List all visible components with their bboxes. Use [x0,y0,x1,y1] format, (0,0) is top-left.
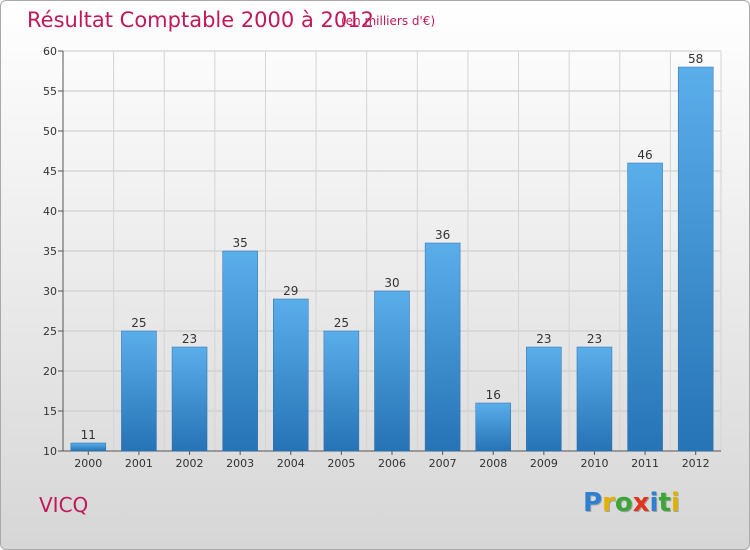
commune-name: VICQ [39,493,89,517]
y-tick-label: 50 [43,125,57,138]
x-tick-label: 2011 [631,457,659,470]
bar-2005[interactable] [323,330,360,452]
bar-2004[interactable] [273,298,309,452]
logo-letter: i [649,488,659,518]
labels: 2000 11 2001 25 2002 23 2003 35 2004 29 2005 25 2006… [74,52,709,470]
bar-2001[interactable] [121,330,157,452]
y-tick-label: 60 [43,45,57,58]
logo-letter: t [658,488,671,518]
x-tick-label: 2000 [74,457,102,470]
logo-letter: r [602,488,615,518]
bar-2008[interactable] [475,402,511,452]
x-tick-label: 2007 [429,457,457,470]
x-tick-label: 2009 [530,457,558,470]
bar-2000[interactable] [70,442,107,452]
data-label: 30 [384,276,399,290]
data-label: 29 [283,284,298,298]
y-tick-label: 10 [43,445,57,458]
logo-letter: i [670,488,680,518]
bar-2009[interactable] [526,346,562,452]
bar-2010[interactable] [576,346,613,452]
x-tick-label: 2003 [226,457,254,470]
bar-2002[interactable] [171,346,208,452]
chart-subtitle: (en milliers d'€) [341,14,436,28]
data-label: 58 [688,52,703,66]
data-label: 23 [587,332,602,346]
x-tick-label: 2010 [580,457,608,470]
proxiti-logo[interactable]: Proxiti [583,488,680,518]
data-label: 25 [334,316,349,330]
data-label: 23 [536,332,551,346]
x-tick-label: 2005 [327,457,355,470]
y-tick-label: 30 [43,285,57,298]
bar-2007[interactable] [424,242,461,452]
y-tick-label: 55 [43,85,57,98]
y-tick-label: 45 [43,165,57,178]
bars [70,66,714,452]
data-label: 35 [233,236,248,250]
x-tick-label: 2001 [125,457,153,470]
logo-letter: o [614,488,633,518]
x-tick-label: 2012 [682,457,710,470]
data-label: 11 [81,428,96,442]
bar-2003[interactable] [222,250,258,452]
y-tick-label: 15 [43,405,57,418]
x-tick-label: 2002 [176,457,204,470]
x-tick-label: 2004 [277,457,305,470]
bar-2006[interactable] [374,290,410,452]
x-tick-label: 2008 [479,457,507,470]
data-label: 16 [486,388,501,402]
y-tick-label: 20 [43,365,57,378]
logo-letter: x [632,488,650,518]
data-label: 25 [131,316,146,330]
y-tick-label: 40 [43,205,57,218]
chart-title: Résultat Comptable 2000 à 2012 [27,8,374,32]
data-label: 36 [435,228,450,242]
bar-2012[interactable] [677,66,714,452]
data-label: 23 [182,332,197,346]
logo-letter: P [583,488,603,518]
x-tick-label: 2006 [378,457,406,470]
y-tick-label: 25 [43,325,57,338]
data-label: 46 [637,148,652,162]
y-tick-label: 35 [43,245,57,258]
bar-2011[interactable] [627,162,663,452]
